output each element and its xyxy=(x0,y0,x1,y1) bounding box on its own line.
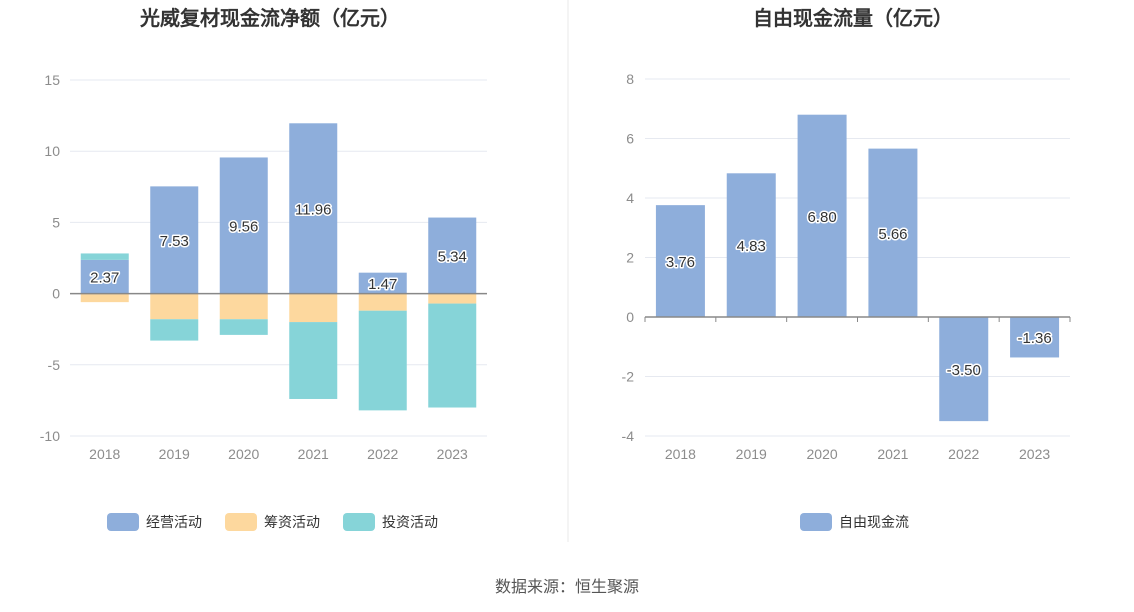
bar-经营活动-2022 xyxy=(358,272,407,294)
y-tick-label: -2 xyxy=(622,369,635,385)
x-tick-label: 2023 xyxy=(1019,446,1050,462)
bar-经营活动-2018 xyxy=(80,259,129,294)
legend-label: 自由现金流 xyxy=(839,514,909,530)
data-label: 5.34 xyxy=(438,249,467,266)
bar-投资活动-2023 xyxy=(428,303,477,408)
data-label: 6.80 xyxy=(807,209,836,226)
legend-swatch xyxy=(107,513,139,531)
bar-投资活动-2018 xyxy=(80,253,129,260)
legend-item: 筹资活动 xyxy=(225,513,320,531)
legend-swatch xyxy=(800,513,832,531)
x-tick-label: 2021 xyxy=(298,446,329,462)
bar-筹资活动-2021 xyxy=(289,293,338,323)
bar-筹资活动-2018 xyxy=(80,293,129,303)
data-label: 3.76 xyxy=(666,254,695,271)
bar-投资活动-2022 xyxy=(358,310,407,411)
bar-投资活动-2020 xyxy=(219,319,268,335)
legend-item: 自由现金流 xyxy=(800,513,909,531)
legend-swatch xyxy=(225,513,257,531)
y-tick-label: 5 xyxy=(52,214,60,230)
y-tick-label: 4 xyxy=(626,190,634,206)
data-label: 4.83 xyxy=(737,238,766,255)
x-tick-label: 2022 xyxy=(367,446,398,462)
x-tick-label: 2019 xyxy=(736,446,767,462)
x-tick-label: 2019 xyxy=(159,446,190,462)
bar-自由现金流-2022 xyxy=(939,317,989,422)
y-tick-label: 8 xyxy=(626,71,634,87)
bar-经营活动-2021 xyxy=(289,123,338,294)
x-tick-label: 2023 xyxy=(437,446,468,462)
legend-item: 经营活动 xyxy=(107,513,202,531)
y-tick-label: -5 xyxy=(48,357,61,373)
legend-label: 经营活动 xyxy=(146,514,202,530)
bar-自由现金流-2021 xyxy=(868,148,918,317)
source-note: 数据来源：恒生聚源 xyxy=(495,578,639,596)
x-tick-label: 2020 xyxy=(807,446,838,462)
y-tick-label: 2 xyxy=(626,250,634,266)
bar-自由现金流-2019 xyxy=(726,173,776,317)
legend-label: 筹资活动 xyxy=(264,514,320,530)
bar-筹资活动-2020 xyxy=(219,293,268,320)
x-tick-label: 2021 xyxy=(877,446,908,462)
bar-筹资活动-2022 xyxy=(358,293,407,311)
y-tick-label: 0 xyxy=(626,309,634,325)
x-tick-label: 2018 xyxy=(89,446,120,462)
bar-经营活动-2020 xyxy=(219,157,268,294)
data-label: 7.53 xyxy=(160,233,189,250)
data-label: -1.36 xyxy=(1017,330,1051,347)
x-tick-label: 2018 xyxy=(665,446,696,462)
chart-title: 自由现金流量（亿元） xyxy=(753,6,953,30)
x-tick-label: 2020 xyxy=(228,446,259,462)
free-cashflow-chart: 自由现金流量（亿元） 8 6 4 2 0 -2 -4 2018 2019 2020 2021 2022… xyxy=(622,6,1071,531)
data-label: -3.50 xyxy=(947,362,981,379)
y-tick-label: 0 xyxy=(52,286,60,302)
data-label: 2.37 xyxy=(90,270,119,287)
y-tick-label: -4 xyxy=(622,428,635,444)
x-tick-label: 2022 xyxy=(948,446,979,462)
bar-自由现金流-2023 xyxy=(1010,317,1060,358)
y-tick-label: 10 xyxy=(44,143,60,159)
bar-筹资活动-2023 xyxy=(428,293,477,304)
y-tick-label: 15 xyxy=(44,72,60,88)
cashflow-net-chart: 光威复材现金流净额（亿元） 15 10 5 0 -5 -10 2018 2019 2020 202… xyxy=(40,6,487,531)
chart-title: 光威复材现金流净额（亿元） xyxy=(139,6,400,30)
data-label: 1.47 xyxy=(368,276,397,293)
legend-item: 投资活动 xyxy=(343,513,438,531)
legend-label: 投资活动 xyxy=(382,514,438,530)
bar-经营活动-2023 xyxy=(428,217,477,294)
bar-投资活动-2021 xyxy=(289,322,338,399)
legend-swatch xyxy=(343,513,375,531)
bar-投资活动-2019 xyxy=(150,319,199,341)
bar-自由现金流-2020 xyxy=(797,114,847,317)
data-label: 9.56 xyxy=(229,219,258,236)
bar-自由现金流-2018 xyxy=(655,205,705,317)
y-tick-label: 6 xyxy=(626,131,634,147)
data-label: 5.66 xyxy=(878,226,907,243)
y-tick-label: -10 xyxy=(40,428,60,444)
bar-经营活动-2019 xyxy=(150,186,199,294)
data-label: 11.96 xyxy=(295,201,331,218)
bar-筹资活动-2019 xyxy=(150,293,199,320)
